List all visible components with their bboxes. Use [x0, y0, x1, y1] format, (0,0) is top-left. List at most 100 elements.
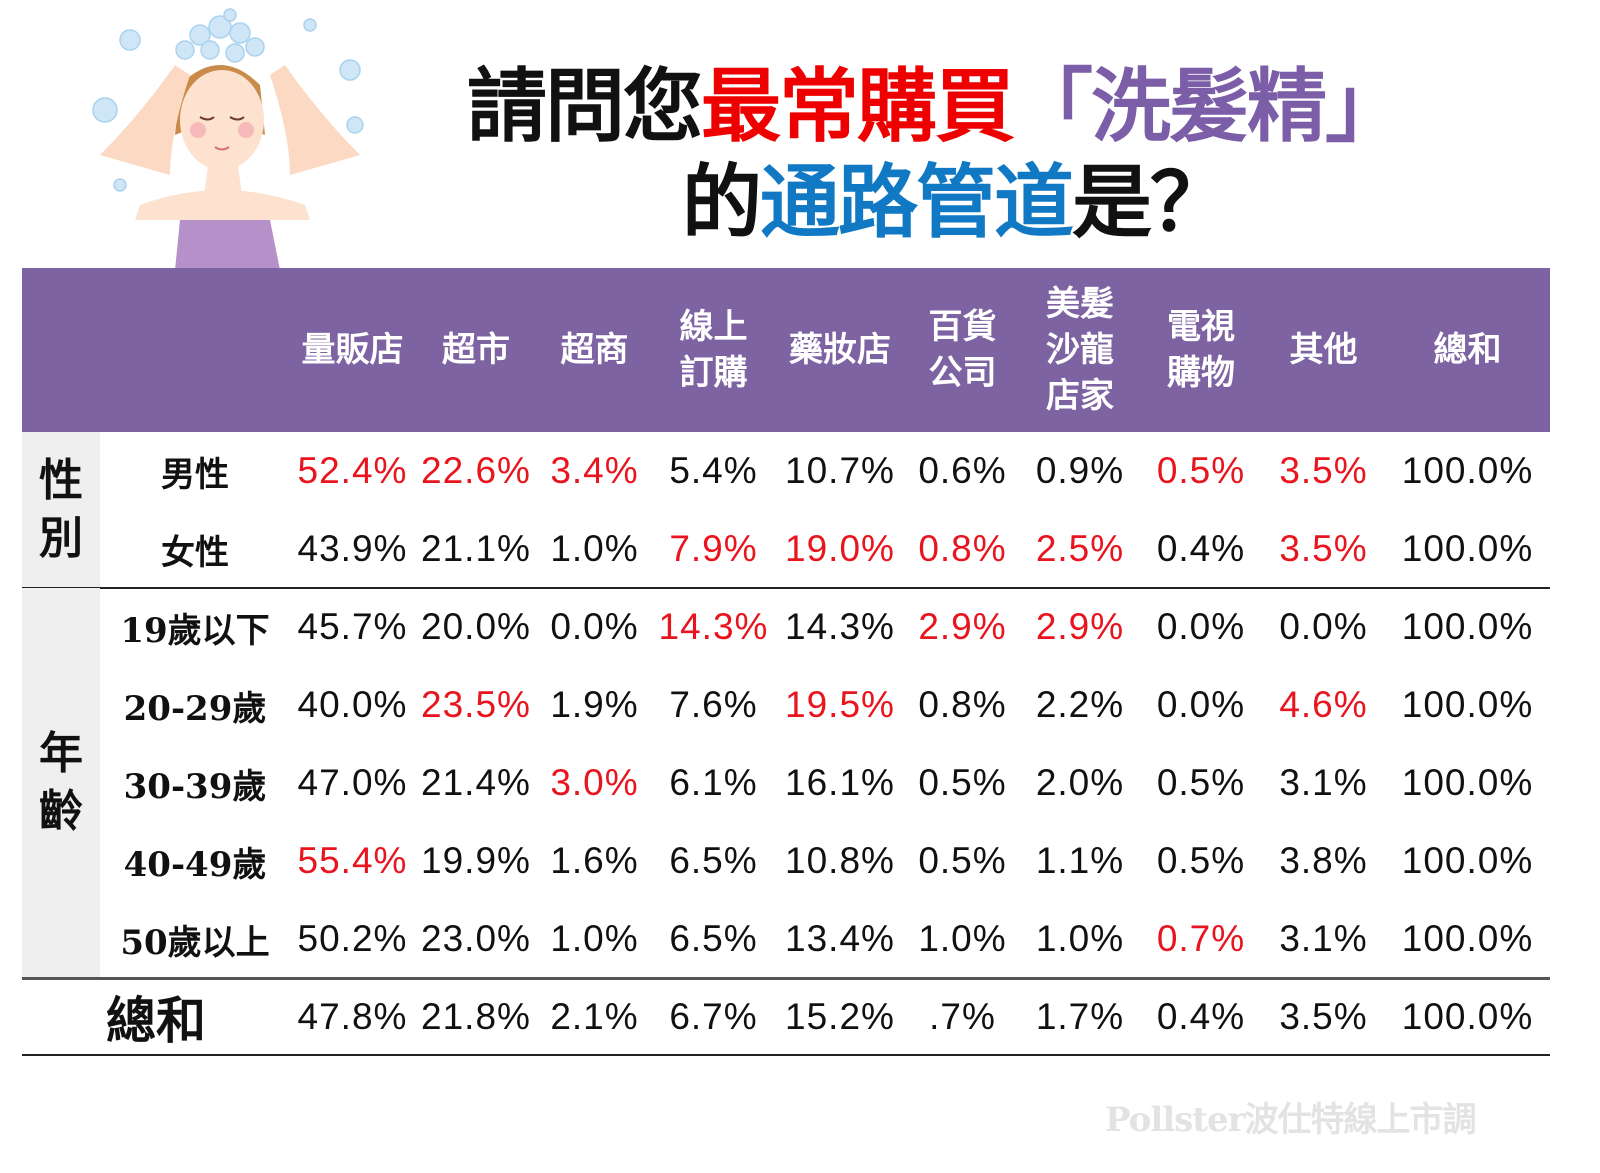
table-cell: 1.0%	[550, 918, 639, 959]
table-cell: 23.5%	[421, 684, 531, 725]
table-cell: 3.8%	[1279, 840, 1368, 881]
title-segment: 「洗髮精」	[1013, 60, 1405, 153]
table-cell: 4.6%	[1279, 684, 1368, 725]
table-cell: 0.0%	[1156, 606, 1246, 647]
table-cell: 100.0%	[1401, 840, 1534, 881]
table-cell: 21.4%	[421, 762, 531, 803]
table-cell: 100.0%	[1401, 918, 1534, 959]
table-cell: 3.4%	[550, 450, 639, 491]
table-cell: 6.5%	[669, 840, 758, 881]
table-cell: 0.0%	[1156, 684, 1246, 725]
total-cell: 3.5%	[1279, 996, 1368, 1037]
row-label: 30-39歲	[123, 766, 267, 807]
table-cell: 16.1%	[785, 762, 895, 803]
table-cell: 19.9%	[421, 840, 531, 881]
table-cell: 100.0%	[1401, 606, 1534, 647]
table-cell: 14.3%	[658, 606, 769, 647]
row-label: 50歲以上	[120, 922, 270, 963]
table-cell: 2.9%	[1035, 606, 1125, 647]
title-line-1: 請問您最常購買「洗髮精」	[380, 62, 1490, 152]
watermark: Pollster波仕特線上市調	[1105, 1100, 1477, 1140]
table-cell: 100.0%	[1401, 528, 1534, 569]
column-header: 百貨 公司	[928, 307, 997, 393]
table-cell: 7.9%	[669, 528, 758, 569]
table-cell: 3.1%	[1279, 762, 1368, 803]
total-row-label: 總和	[106, 991, 206, 1050]
row-divider	[22, 587, 1550, 589]
table-cell: 47.0%	[297, 762, 408, 803]
table-cell: 40.0%	[297, 684, 408, 725]
total-cell: 15.2%	[785, 996, 895, 1037]
table-cell: 0.0%	[550, 606, 639, 647]
column-header: 藥妝店	[789, 330, 891, 370]
title-segment: 請問您	[467, 60, 703, 153]
total-cell: 21.8%	[421, 996, 531, 1037]
table-cell: 20.0%	[421, 606, 531, 647]
table-cell: 21.1%	[421, 528, 531, 569]
table-cell: 100.0%	[1401, 450, 1534, 491]
total-cell: 6.7%	[669, 996, 758, 1037]
table-cell: 3.5%	[1279, 528, 1368, 569]
table-cell: 0.5%	[1156, 450, 1246, 491]
table-cell: 7.6%	[669, 684, 758, 725]
title-segment: 最常購買	[701, 60, 1015, 153]
column-header: 量販店	[301, 330, 404, 370]
group-label: 年齡	[22, 588, 100, 978]
table-cell: 3.5%	[1279, 450, 1368, 491]
table-cell: 13.4%	[785, 918, 895, 959]
title-segment: 是？	[1072, 156, 1230, 249]
column-header: 超市	[442, 330, 510, 370]
table-cell: 0.8%	[918, 528, 1007, 569]
table-cell: 0.7%	[1156, 918, 1246, 959]
table-cell: 19.5%	[785, 684, 895, 725]
table-cell: 2.0%	[1035, 762, 1125, 803]
table-cell: 1.0%	[918, 918, 1007, 959]
row-label: 20-29歲	[123, 688, 267, 729]
table-cell: 10.8%	[785, 840, 895, 881]
table-cell: 100.0%	[1401, 684, 1534, 725]
table-header	[22, 268, 1550, 432]
total-cell: 47.8%	[297, 996, 408, 1037]
total-cell: 100.0%	[1401, 996, 1534, 1037]
title-line-2: 的通路管道是？	[400, 158, 1510, 248]
table-cell: 6.1%	[669, 762, 758, 803]
table-cell: 23.0%	[421, 918, 531, 959]
table-cell: 1.6%	[550, 840, 639, 881]
column-header: 超商	[560, 330, 629, 370]
table-cell: 0.4%	[1156, 528, 1246, 569]
table-cell: 1.9%	[550, 684, 639, 725]
table-cell: 2.2%	[1035, 684, 1125, 725]
total-cell: 2.1%	[550, 996, 639, 1037]
table-cell: 55.4%	[297, 840, 408, 881]
table-cell: 52.4%	[297, 450, 408, 491]
table-cell: 5.4%	[669, 450, 758, 491]
table-cell: 100.0%	[1401, 762, 1534, 803]
table-cell: 6.5%	[669, 918, 758, 959]
column-header: 電視 購物	[1167, 307, 1235, 393]
group-label: 性別	[22, 432, 100, 588]
column-header: 總和	[1433, 330, 1502, 370]
table-cell: 2.5%	[1035, 528, 1125, 569]
table-cell: 0.5%	[918, 840, 1007, 881]
table-cell: 1.0%	[1035, 918, 1125, 959]
table-cell: 0.5%	[1156, 840, 1246, 881]
table-cell: 0.9%	[1035, 450, 1125, 491]
table-cell: 43.9%	[297, 528, 408, 569]
row-label: 女性	[161, 532, 229, 573]
row-label: 男性	[161, 454, 229, 495]
total-cell: 1.7%	[1035, 996, 1125, 1037]
table-cell: 19.0%	[785, 528, 895, 569]
table-cell: 3.1%	[1279, 918, 1368, 959]
table-cell: 10.7%	[785, 450, 895, 491]
column-header: 線上 訂購	[679, 307, 748, 393]
woman-washing-hair-illustration	[92, 8, 364, 270]
table-cell: 0.8%	[918, 684, 1007, 725]
table-bottom-border	[22, 1054, 1550, 1056]
table-cell: 45.7%	[297, 606, 408, 647]
table-cell: 50.2%	[297, 918, 408, 959]
total-cell: 0.4%	[1156, 996, 1246, 1037]
table-cell: 1.0%	[550, 528, 639, 569]
table-cell: 0.5%	[918, 762, 1007, 803]
table-cell: 0.0%	[1279, 606, 1368, 647]
table-cell: 1.1%	[1035, 840, 1125, 881]
